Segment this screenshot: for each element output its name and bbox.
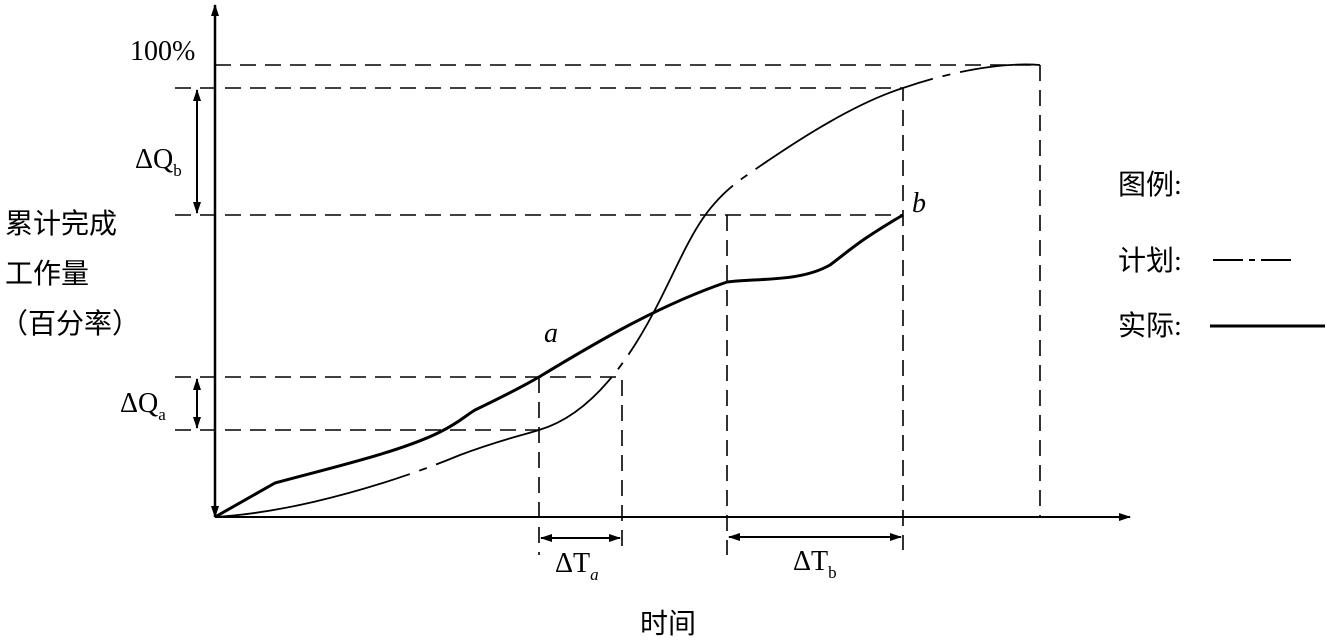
x-label: 时间 (640, 608, 696, 640)
label-sub: b (173, 161, 182, 180)
delta-t-a: ΔTa (555, 548, 599, 584)
legend-label: 计划: (1118, 245, 1182, 277)
legend-title: 图例: (1118, 169, 1182, 201)
delta-q-b: ΔQb (135, 144, 182, 180)
planned-curve (214, 63, 1041, 518)
y-max-label: 100% (130, 36, 195, 67)
label-sub: b (828, 563, 837, 582)
actual-curve (214, 213, 904, 519)
guide-lines (175, 64, 1041, 555)
label-main: ΔT (793, 546, 828, 577)
label-main: ΔT (555, 548, 590, 579)
dimension-arrows (193, 89, 902, 542)
y-label: 工作量 (5, 258, 89, 290)
legend-label: 实际: (1118, 310, 1182, 342)
point-label: b (912, 188, 926, 219)
label-main: ΔQ (120, 388, 158, 419)
label-sub: a (158, 405, 166, 424)
y-label: （百分率） (0, 308, 140, 340)
label-main: ΔQ (135, 144, 173, 175)
delta-t-b: ΔTb (793, 546, 837, 582)
delta-q-a: ΔQa (120, 388, 166, 424)
y-label: 累计完成 (5, 208, 117, 240)
label-sub: a (590, 565, 599, 584)
point-label: a (544, 318, 558, 349)
